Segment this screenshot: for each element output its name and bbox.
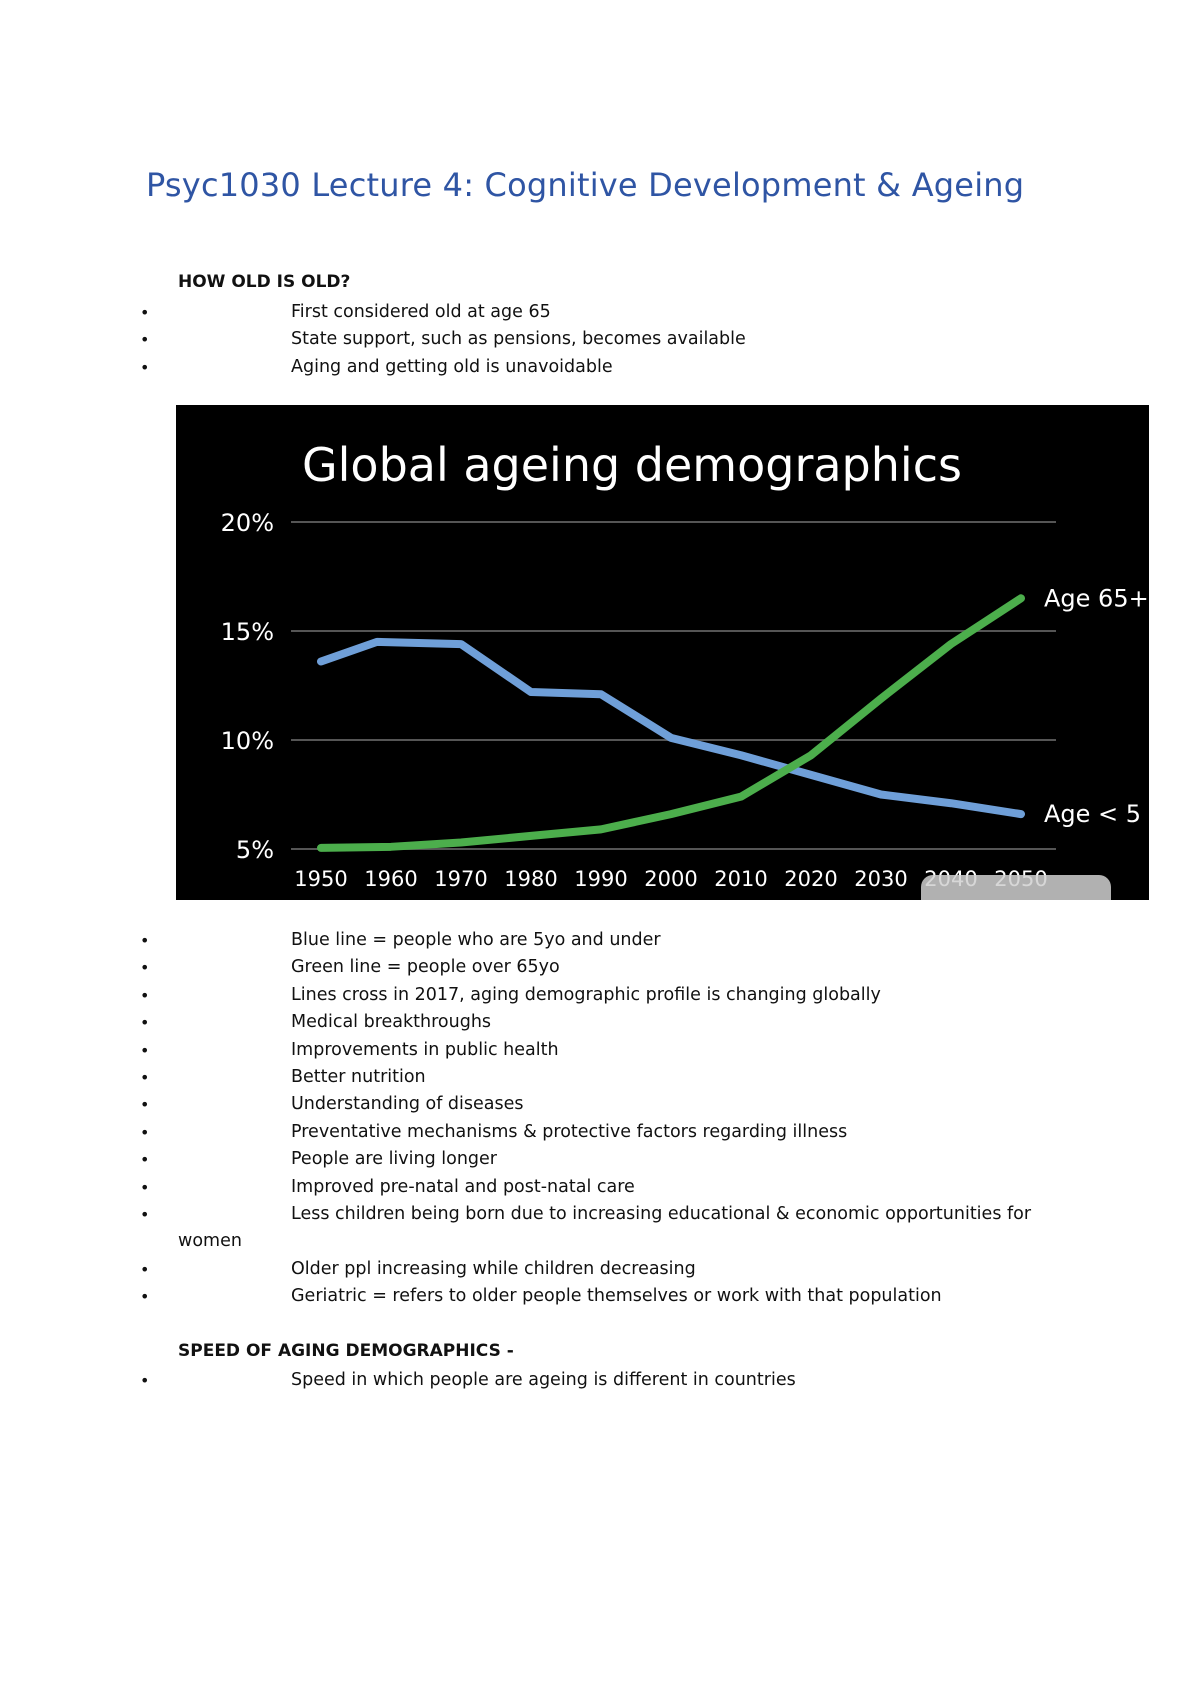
list-item-text: Older ppl increasing while children decr… <box>291 1258 696 1279</box>
list-item-text-line1: Less children being born due to increasi… <box>291 1203 1032 1224</box>
list-item-text: Less children being born due to increasi… <box>0 1201 1032 1256</box>
list-item-text: Preventative mechanisms & protective fac… <box>291 1121 848 1142</box>
chart-svg: Global ageing demographics 5% 10% 15% 20% 1… <box>221 438 1149 900</box>
list-item-text: State support, such as pensions, becomes… <box>291 329 746 350</box>
bullet-icon: • <box>140 985 150 1005</box>
list-item: • Green line = people over 65yo <box>0 954 1200 981</box>
section-heading-how-old: HOW OLD IS OLD? <box>178 272 351 292</box>
list-item-text: Better nutrition <box>291 1066 426 1087</box>
list-item: • State support, such as pensions, becom… <box>0 326 1200 353</box>
x-tick-label: 1950 <box>294 867 347 891</box>
list-item-text: People are living longer <box>291 1149 498 1170</box>
bullet-icon: • <box>140 357 150 377</box>
list-item: • Medical breakthroughs <box>0 1009 1200 1036</box>
list-item: • Better nutrition <box>0 1064 1200 1091</box>
bullet-list-how-old: • First considered old at age 65 • State… <box>0 299 1200 381</box>
list-item: • People are living longer <box>0 1146 1200 1173</box>
y-tick-label: 20% <box>221 509 274 537</box>
list-item: • Understanding of diseases <box>0 1091 1200 1118</box>
x-tick-label: 2010 <box>714 867 767 891</box>
list-item: • Older ppl increasing while children dec… <box>0 1256 1200 1283</box>
list-item: • Aging and getting old is unavoidable <box>0 354 1200 381</box>
y-tick-label: 15% <box>221 618 274 646</box>
x-tick-label: 1960 <box>364 867 417 891</box>
y-tick-label: 5% <box>236 836 274 864</box>
bullet-icon: • <box>140 1259 150 1279</box>
chart-series <box>317 594 1025 852</box>
x-tick-label: 1990 <box>574 867 627 891</box>
list-item: • Speed in which people are ageing is dif… <box>0 1367 1200 1394</box>
ageing-demographics-chart: Global ageing demographics 5% 10% 15% 20% 1… <box>176 405 1149 900</box>
bullet-icon: • <box>140 931 150 950</box>
list-item-text: Lines cross in 2017, aging demographic p… <box>291 984 881 1005</box>
list-item-text-line2: women <box>178 1231 242 1252</box>
bullet-list-demographics: • Blue line = people who are 5yo and unde… <box>0 927 1200 1311</box>
bullet-list-speed: • Speed in which people are ageing is dif… <box>0 1367 1200 1394</box>
chart-y-ticks: 5% 10% 15% 20% <box>221 509 274 864</box>
section-heading-speed: SPEED OF AGING DEMOGRAPHICS - <box>178 1341 514 1361</box>
bullet-icon: • <box>140 1204 150 1224</box>
bullet-icon: • <box>140 1095 150 1115</box>
list-item: • Preventative mechanisms & protective fa… <box>0 1119 1200 1146</box>
list-item-text: Understanding of diseases <box>291 1094 524 1115</box>
chart-title: Global ageing demographics <box>302 438 962 492</box>
list-item: • Improvements in public health <box>0 1037 1200 1064</box>
list-item-text: Blue line = people who are 5yo and under <box>291 930 661 950</box>
x-tick-label: 1980 <box>504 867 557 891</box>
x-tick-label: 2030 <box>854 867 907 891</box>
list-item-text: Speed in which people are ageing is diff… <box>291 1370 796 1390</box>
series-line <box>317 637 1025 819</box>
bullet-icon: • <box>140 1067 150 1087</box>
list-item: • Geriatric = refers to older people them… <box>0 1283 1200 1310</box>
list-item-text: Aging and getting old is unavoidable <box>291 356 613 377</box>
chart-gridlines <box>291 521 1056 850</box>
bullet-icon: • <box>140 958 150 978</box>
list-item: • Blue line = people who are 5yo and unde… <box>0 927 1200 954</box>
list-item-text: Improved pre-natal and post-natal care <box>291 1176 635 1197</box>
bullet-icon: • <box>140 1040 150 1060</box>
bullet-icon: • <box>140 1371 150 1390</box>
y-tick-label: 10% <box>221 727 274 755</box>
list-item-text: First considered old at age 65 <box>291 302 551 322</box>
watermark-badge <box>921 875 1111 900</box>
x-tick-label: 1970 <box>434 867 487 891</box>
series-label: Age < 5 <box>1044 800 1141 828</box>
series-line <box>317 594 1025 852</box>
document-title: Psyc1030 Lecture 4: Cognitive Developmen… <box>146 166 1025 204</box>
list-item: • Less children being born due to increa… <box>0 1201 1200 1256</box>
list-item-text: Geriatric = refers to older people thems… <box>291 1286 942 1307</box>
list-item: • Lines cross in 2017, aging demographic … <box>0 982 1200 1009</box>
list-item: • First considered old at age 65 <box>0 299 1200 326</box>
youtube-watermark-icon <box>921 875 1111 900</box>
list-item-text: Green line = people over 65yo <box>291 957 560 978</box>
chart-series-labels: Age < 5 Age 65+ <box>1044 584 1149 828</box>
list-item: • Improved pre-natal and post-natal care <box>0 1174 1200 1201</box>
bullet-icon: • <box>140 1013 150 1033</box>
bullet-icon: • <box>140 1287 150 1307</box>
bullet-icon: • <box>140 1150 150 1170</box>
list-item-text: Medical breakthroughs <box>291 1012 492 1033</box>
x-tick-label: 2020 <box>784 867 837 891</box>
bullet-icon: • <box>140 303 150 322</box>
bullet-icon: • <box>140 1177 150 1197</box>
series-label: Age 65+ <box>1044 584 1149 612</box>
list-item-text: Improvements in public health <box>291 1039 559 1060</box>
chart-x-ticks: 1950196019701980199020002010202020302040… <box>294 867 1047 891</box>
bullet-icon: • <box>140 1122 150 1142</box>
x-tick-label: 2000 <box>644 867 697 891</box>
bullet-icon: • <box>140 330 150 350</box>
